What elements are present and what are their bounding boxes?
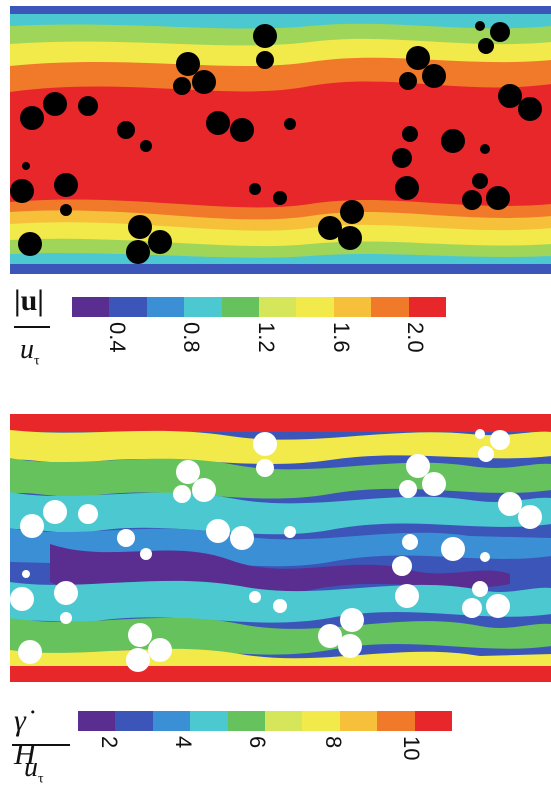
shear-rate-colorbar-swatch-4 — [190, 711, 228, 731]
shear-rate-label-denominator: uτ — [24, 752, 44, 788]
shear-rate-tick-3: 8 — [321, 736, 346, 749]
velocity-denominator-symbol: u — [20, 334, 34, 365]
velocity-colorbar-swatch-8 — [333, 297, 372, 317]
shear-rate-field-svg — [10, 414, 551, 682]
shear-rate-tick-4: 10 — [399, 736, 424, 761]
velocity-denominator-subscript: τ — [34, 353, 40, 369]
shear-rate-tick-2: 6 — [245, 736, 270, 749]
velocity-tick-0: 0.4 — [105, 322, 130, 353]
shear-rate-colorbar-swatch-3 — [152, 711, 191, 731]
velocity-colorbar-swatch-9 — [371, 297, 409, 317]
velocity-colorbar-swatch-2 — [109, 297, 147, 317]
shear-rate-colorbar-swatch-1 — [78, 711, 116, 731]
velocity-label-numerator: |u| — [14, 284, 44, 317]
particles-bottom — [10, 429, 542, 672]
velocity-tick-2: 1.2 — [254, 322, 279, 353]
shear-rate-tick-0: 2 — [97, 736, 122, 749]
velocity-colorbar-swatch-1 — [72, 297, 110, 317]
velocity-tick-1: 0.8 — [179, 322, 204, 353]
velocity-magnitude-field — [10, 6, 551, 274]
velocity-colorbar-swatch-7 — [296, 297, 334, 317]
shear-rate-colorbar-swatch-5 — [227, 711, 266, 731]
shear-rate-colorbar-swatch-2 — [115, 711, 153, 731]
shear-rate-denominator-subscript: τ — [38, 771, 44, 787]
velocity-field-svg — [10, 6, 551, 274]
velocity-colorbar-swatch-10 — [408, 297, 447, 317]
velocity-colorbar-swatch-6 — [259, 297, 297, 317]
velocity-colorbar-swatch-4 — [184, 297, 222, 317]
shear-rate-colorbar-swatch-9 — [377, 711, 415, 731]
velocity-tick-4: 2.0 — [403, 322, 428, 353]
shear-rate-colorbar — [78, 711, 453, 731]
velocity-label-fraction-bar — [14, 326, 50, 328]
velocity-label-denominator: uτ — [20, 334, 40, 370]
shear-rate-colorbar-swatch-8 — [339, 711, 378, 731]
shear-rate-colorbar-swatch-10 — [414, 711, 453, 731]
velocity-colorbar-swatch-5 — [221, 297, 260, 317]
velocity-tick-3: 1.6 — [329, 322, 354, 353]
shear-rate-label-numerator: γ̇ H — [14, 704, 36, 771]
velocity-colorbar-swatch-3 — [146, 297, 185, 317]
particles-top — [10, 21, 542, 264]
shear-rate-denominator-symbol: u — [24, 752, 38, 783]
shear-rate-colorbar-swatch-7 — [302, 711, 340, 731]
shear-rate-colorbar-swatch-6 — [265, 711, 303, 731]
shear-rate-field — [10, 414, 551, 682]
shear-rate-label-fraction-bar — [12, 744, 70, 746]
shear-rate-tick-1: 4 — [171, 736, 196, 749]
velocity-colorbar — [72, 297, 447, 317]
